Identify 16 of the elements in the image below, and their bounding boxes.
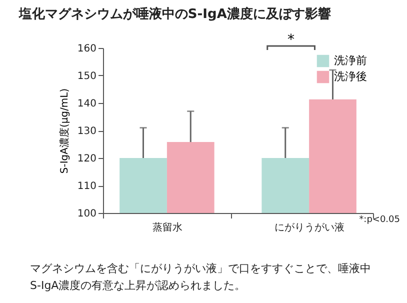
y-tick-label: 120 [77,154,96,164]
text: *:p<0.05 [359,215,400,225]
y-tick-label: 130 [77,126,96,137]
x-tick-label: にがりうがい液 [274,222,345,234]
y-tick-label: 150 [77,71,96,82]
y-tick-label: 140 [77,98,96,110]
y-tick-label: 110 [77,181,96,192]
y-axis-title: S-IgA濃度(μg/mL) [58,88,70,174]
chart-title: 塩化マグネシウムが唾液中のS-IgA濃度に及ぼす影響 [18,6,331,22]
legend-label: 洗浄後 [334,70,367,83]
y-tick-label: 100 [77,208,96,220]
legend-label: 洗浄前 [334,54,367,67]
y-tick-label: 160 [77,44,96,54]
text: マグネシウムを含む「にがりうがい液」で口をすすぐことで、唾液中S-IgA濃度の有意な上昇が認められました。 [30,261,372,294]
x-tick-label: 蒸留水 [152,222,182,234]
text: * [288,32,295,48]
